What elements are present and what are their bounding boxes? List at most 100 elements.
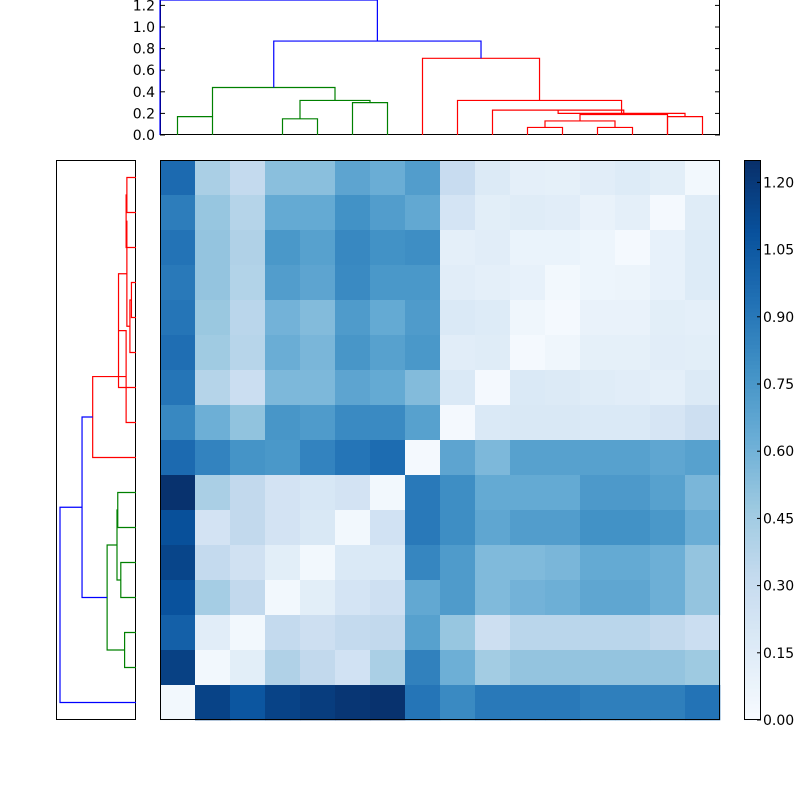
heatmap-cell xyxy=(160,685,196,721)
top-dendrogram-tick-label: 0.8 xyxy=(133,42,155,58)
heatmap-cell xyxy=(685,475,721,511)
heatmap-cell xyxy=(370,545,406,581)
heatmap-cell xyxy=(510,545,546,581)
colorbar-band xyxy=(744,276,761,281)
colorbar xyxy=(744,160,761,721)
colorbar-band xyxy=(744,464,761,469)
heatmap-cell xyxy=(475,230,511,266)
heatmap-cell xyxy=(370,580,406,616)
heatmap-cell xyxy=(335,580,371,616)
colorbar-band xyxy=(744,544,761,549)
colorbar-band xyxy=(744,528,761,533)
left-dendrogram-link xyxy=(81,416,108,599)
heatmap-cell xyxy=(440,475,476,511)
heatmap-cell xyxy=(405,685,441,721)
heatmap-cell xyxy=(685,545,721,581)
heatmap-cell xyxy=(160,335,196,371)
heatmap-cell xyxy=(685,615,721,651)
colorbar-band xyxy=(744,316,761,321)
colorbar-band xyxy=(744,500,761,505)
colorbar-band xyxy=(744,440,761,445)
heatmap-cell xyxy=(195,370,231,406)
left-dendrogram-frame xyxy=(56,160,136,720)
top-dendrogram-link xyxy=(211,86,336,117)
colorbar-band xyxy=(744,288,761,293)
colorbar-band xyxy=(744,648,761,653)
heatmap-cell xyxy=(195,580,231,616)
colorbar-band xyxy=(744,704,761,709)
heatmap-cell xyxy=(300,440,336,476)
heatmap-cell xyxy=(300,580,336,616)
colorbar-band xyxy=(744,436,761,441)
heatmap-cell xyxy=(160,545,196,581)
colorbar-band xyxy=(744,384,761,389)
heatmap-cell xyxy=(685,265,721,301)
colorbar-tick-label: 0.15 xyxy=(763,646,794,662)
heatmap-cell xyxy=(685,195,721,231)
colorbar-band xyxy=(744,688,761,693)
heatmap-cell xyxy=(580,160,616,196)
colorbar-band xyxy=(744,672,761,677)
heatmap-cell xyxy=(650,370,686,406)
heatmap-cell xyxy=(475,405,511,441)
colorbar-tick-label: 0.00 xyxy=(763,713,794,729)
colorbar-band xyxy=(744,460,761,465)
heatmap-cell xyxy=(650,545,686,581)
heatmap-cell xyxy=(615,580,651,616)
heatmap-cell xyxy=(265,580,301,616)
heatmap-cell xyxy=(195,510,231,546)
colorbar-band xyxy=(744,376,761,381)
top-dendrogram-link xyxy=(666,116,704,135)
heatmap-cell xyxy=(195,440,231,476)
left-dendrogram-link xyxy=(59,506,136,704)
heatmap-cell xyxy=(580,685,616,721)
heatmap-cell xyxy=(475,265,511,301)
heatmap-cell xyxy=(475,300,511,336)
colorbar-band xyxy=(744,416,761,421)
heatmap-cell xyxy=(300,230,336,266)
heatmap-cell xyxy=(370,510,406,546)
heatmap-cell xyxy=(580,195,616,231)
heatmap-cell xyxy=(265,335,301,371)
colorbar-band xyxy=(744,604,761,609)
colorbar-tick-label: 0.90 xyxy=(763,310,794,326)
colorbar-band xyxy=(744,172,761,177)
top-dendrogram-tick-label: 0.6 xyxy=(133,63,155,79)
colorbar-band xyxy=(744,292,761,297)
heatmap-cell xyxy=(335,160,371,196)
heatmap-cell xyxy=(265,265,301,301)
heatmap-cell xyxy=(370,405,406,441)
colorbar-band xyxy=(744,552,761,557)
top-dendrogram xyxy=(159,0,720,135)
heatmap-cell xyxy=(475,160,511,196)
heatmap-cell xyxy=(230,195,266,231)
heatmap-cell xyxy=(370,265,406,301)
heatmap-cell xyxy=(160,370,196,406)
heatmap-cell xyxy=(195,685,231,721)
colorbar-band xyxy=(744,596,761,601)
heatmap-cell xyxy=(510,195,546,231)
heatmap-cell xyxy=(545,405,581,441)
colorbar-band xyxy=(744,380,761,385)
heatmap-cell xyxy=(615,265,651,301)
heatmap-frame xyxy=(160,160,720,720)
heatmap-cell xyxy=(160,580,196,616)
top-dendrogram-tick-label: 1.0 xyxy=(133,20,155,36)
colorbar-band xyxy=(744,424,761,429)
heatmap-cell xyxy=(230,510,266,546)
colorbar-band xyxy=(744,260,761,265)
colorbar-band xyxy=(744,456,761,461)
heatmap-cell xyxy=(615,405,651,441)
heatmap-cell xyxy=(440,335,476,371)
heatmap-cell xyxy=(370,160,406,196)
heatmap-cell xyxy=(650,510,686,546)
colorbar-band xyxy=(744,684,761,689)
colorbar-band xyxy=(744,284,761,289)
colorbar-band xyxy=(744,352,761,357)
heatmap-cell xyxy=(405,615,441,651)
colorbar-band xyxy=(744,572,761,577)
colorbar-tick-label: 1.05 xyxy=(763,243,794,259)
colorbar-band xyxy=(744,612,761,617)
top-dendrogram-link xyxy=(351,101,389,135)
heatmap-cell xyxy=(370,685,406,721)
